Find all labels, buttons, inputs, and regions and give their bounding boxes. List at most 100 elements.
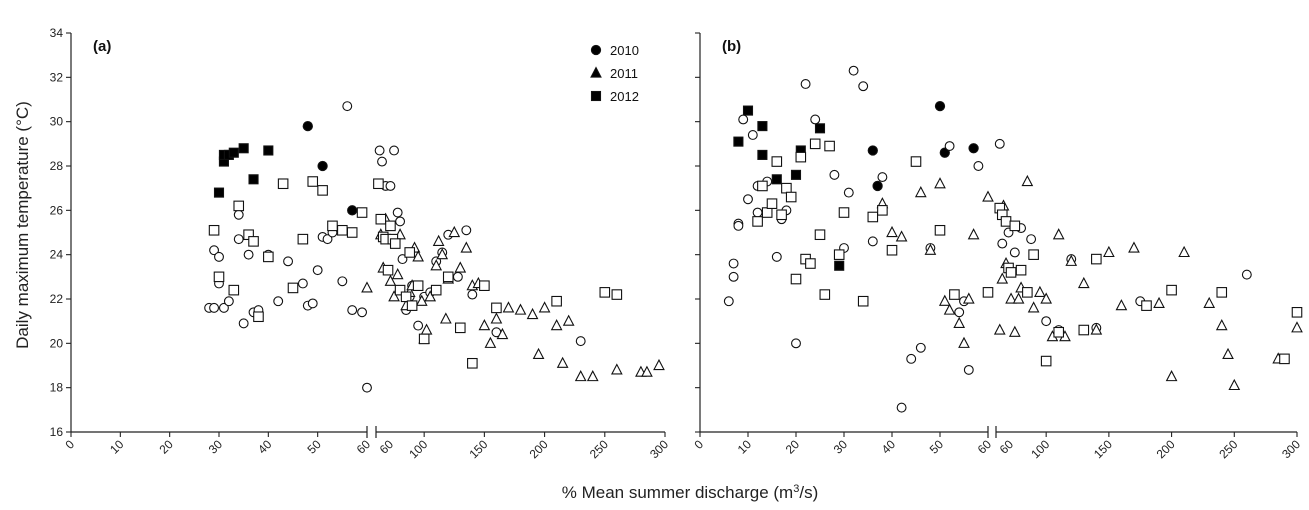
triangle-open-point [496,327,509,340]
x-tick-label: 40 [879,437,899,457]
square-open-point [479,280,490,292]
circle-open-point [283,256,294,267]
x-tick-label: 150 [466,437,490,461]
square-open-point [877,205,888,216]
x-tick-label: 60 [354,437,374,457]
circle-open-point [452,271,463,282]
square-open-point [233,200,245,212]
square-open-point [442,271,454,283]
square-open-point [1053,326,1065,338]
x-tick-label: 250 [587,437,611,461]
square-open-point [1009,220,1021,232]
square-filled-point [248,174,259,185]
triangle-open-point [982,190,994,202]
circle-open-point [377,156,387,167]
triangle-open-point [484,336,497,348]
circle-open-point [337,276,348,287]
square-open-point [809,138,821,150]
circle-open-point [392,207,403,218]
legend: 2010 2011 2012 [590,43,639,104]
triangle-open-point [1077,276,1090,289]
square-open-point [1078,324,1090,336]
square-open-point [1040,355,1052,367]
circle-open-point [906,353,917,364]
square-open-point [1000,216,1012,227]
triangle-open-point [958,336,970,348]
triangle-open-point [448,225,461,238]
triangle-open-point [1128,241,1140,253]
x-tick-label: 100 [406,437,430,461]
square-open-point [1216,287,1228,298]
square-open-point [287,282,299,294]
triangle-open-point [460,241,473,253]
y-tick-label: 32 [50,70,64,84]
x-tick-label: 60 [975,437,995,457]
x-tick-label: 200 [527,437,551,461]
triangle-open-point [1115,299,1128,311]
circle-open-point [997,238,1008,249]
square-open-point [599,287,611,298]
circle-open-point [467,289,478,300]
triangle-open-point [538,301,551,313]
triangle-open-point [424,290,437,302]
x-tick-label: 30 [831,437,851,457]
triangle-open-point [1291,321,1303,333]
square-open-point [337,224,348,236]
triangle-open-point [1005,292,1017,304]
triangle-open-point [895,230,908,242]
circle-open-point [747,130,758,140]
square-open-point [317,185,328,196]
square-open-point [1141,300,1152,311]
triangle-open-point [962,292,975,304]
triangle-open-point [1021,174,1034,187]
x-tick-label: 20 [783,437,803,457]
triangle-open-point [526,307,539,320]
triangle-open-point [943,303,956,315]
circle-open-point [233,234,244,245]
square-open-point [430,284,442,296]
square-filled-point [228,147,239,158]
y-tick-label: 16 [50,425,64,439]
circle-open-point [728,271,739,282]
legend-entry: 2010 [590,43,639,58]
x-tick-label: 50 [927,437,947,457]
x-tick-label: 30 [206,437,226,457]
x-tick-label: 0 [691,437,706,452]
square-open-point [1091,253,1102,265]
square-open-point [833,249,845,260]
y-tick-label: 20 [50,336,64,350]
triangle-open-point [1228,378,1241,391]
square-open-point [776,209,787,221]
triangle-open-point [1215,319,1228,331]
circle-open-point [1026,234,1037,245]
x-tick-label: 100 [1028,437,1052,461]
legend-label: 2011 [610,66,638,81]
circle-open-point [915,342,926,353]
triangle-open-point [514,303,527,315]
square-open-point [814,229,826,241]
square-open-point [263,251,274,263]
x-tick-label: 10 [107,437,127,457]
square-open-point [375,213,387,225]
circle-open-point [273,296,284,307]
triangle-open-point [439,312,452,324]
square-open-point [771,156,783,167]
triangle-open-point [993,323,1006,335]
circle-open-point [944,141,955,152]
x-tick-label: 300 [1279,437,1303,461]
x-tick-label: 20 [156,437,176,457]
circle-open-point [963,364,974,375]
triangle-open-point [1165,369,1178,382]
circle-open-point [342,101,353,112]
square-filled-point [790,169,802,180]
square-open-point [949,289,960,300]
triangle-open-point [454,261,467,273]
triangle-open-point [556,356,569,368]
square-open-point [208,224,220,236]
circle-filled-point [939,147,950,158]
square-open-point [1005,267,1017,278]
triangle-open-point [1027,301,1040,313]
triangle-open-point [562,314,575,326]
circle-open-point [858,81,869,92]
triangle-open-point [953,316,966,328]
